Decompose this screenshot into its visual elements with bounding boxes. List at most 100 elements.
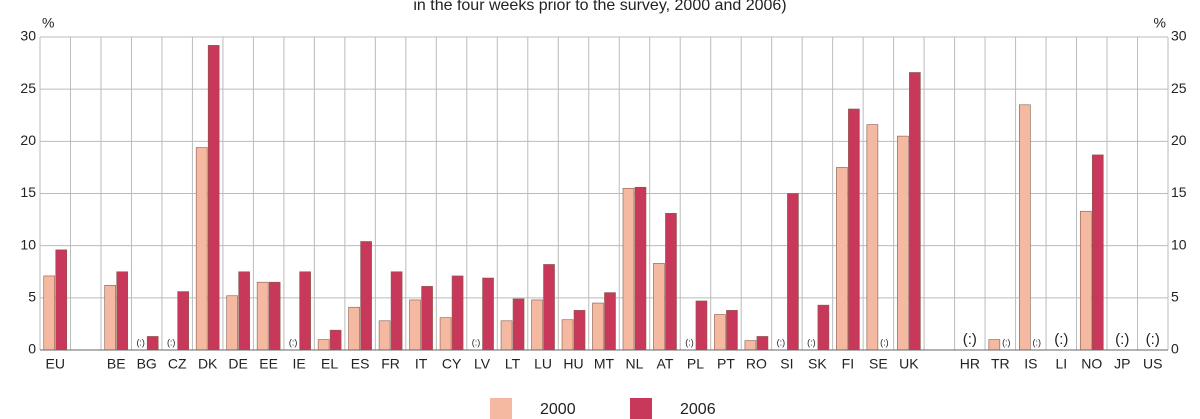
bar <box>421 286 433 351</box>
missing-label: (:) <box>472 337 481 347</box>
x-tick-label: CY <box>442 356 462 372</box>
missing-label: (:) <box>289 337 298 347</box>
bar <box>43 275 56 351</box>
bar <box>787 193 799 351</box>
bar <box>573 310 586 351</box>
y-tick-label: 20 <box>20 132 36 148</box>
bar <box>195 147 208 351</box>
bar <box>1019 104 1031 351</box>
bar <box>531 299 543 351</box>
x-tick-label: NL <box>626 356 644 372</box>
bar <box>665 213 677 351</box>
legend-label: 2006 <box>680 401 716 418</box>
bar <box>836 167 848 351</box>
missing-label: (:) <box>777 337 786 347</box>
x-tick-label: SI <box>780 356 793 372</box>
bar <box>390 271 403 351</box>
x-tick-label: JP <box>1114 356 1130 372</box>
x-tick-label: LV <box>474 356 491 372</box>
x-tick-label: BG <box>137 356 157 372</box>
bar <box>299 271 311 351</box>
y-tick-label: 10 <box>20 236 36 252</box>
x-tick-label: EL <box>321 356 338 372</box>
bar <box>1091 154 1104 351</box>
bar <box>451 275 464 351</box>
missing-label: (:) <box>685 337 694 347</box>
bar <box>55 249 68 351</box>
x-tick-label: SE <box>869 356 888 372</box>
x-tick-label: LI <box>1055 356 1067 372</box>
x-tick-label: ES <box>351 356 370 372</box>
y2-tick-label: 10 <box>1171 236 1187 252</box>
bar <box>238 271 250 351</box>
y2-tick-label: 25 <box>1171 80 1187 96</box>
bar <box>592 302 604 351</box>
x-tick-label: UK <box>899 356 919 372</box>
legend-label: 2000 <box>540 401 576 418</box>
bar <box>512 298 525 351</box>
bar <box>988 339 1001 351</box>
x-tick-label: NO <box>1081 356 1102 372</box>
bar <box>104 285 117 351</box>
missing-label-large: (:) <box>1054 331 1068 348</box>
chart-title: in the four weeks prior to the survey, 2… <box>413 0 786 14</box>
bar <box>256 281 269 351</box>
bar <box>409 299 421 351</box>
x-tick-label: IT <box>415 356 428 372</box>
x-tick-label: AT <box>657 356 674 372</box>
x-tick-label: US <box>1143 356 1162 372</box>
x-tick-label: LU <box>534 356 552 372</box>
bar <box>317 339 330 351</box>
x-tick-label: TR <box>991 356 1010 372</box>
missing-label: (:) <box>136 337 145 347</box>
x-tick-label: SK <box>808 356 827 372</box>
legend-swatch <box>630 398 652 419</box>
x-tick-label: MT <box>594 356 615 372</box>
bar <box>439 317 452 351</box>
bar <box>329 329 342 351</box>
x-tick-label: IS <box>1024 356 1037 372</box>
x-tick-label: EU <box>46 356 65 372</box>
x-tick-label: DE <box>228 356 247 372</box>
y-unit: % <box>42 15 54 31</box>
bar <box>817 304 830 351</box>
bar <box>561 319 574 351</box>
bar <box>909 72 921 351</box>
y2-tick-label: 30 <box>1171 28 1187 44</box>
x-tick-label: FR <box>381 356 400 372</box>
y-tick-label: 25 <box>20 80 36 96</box>
missing-label-large: (:) <box>1115 331 1129 348</box>
x-tick-label: IE <box>293 356 306 372</box>
bar <box>226 295 238 351</box>
missing-label: (:) <box>1002 337 1011 347</box>
legend-swatch <box>490 398 512 419</box>
bar <box>604 292 616 351</box>
bar <box>482 277 494 351</box>
bar <box>116 271 129 351</box>
x-tick-label: RO <box>746 356 767 372</box>
y-tick-label: 15 <box>20 184 36 200</box>
missing-label: (:) <box>880 337 889 347</box>
x-tick-label: HR <box>960 356 980 372</box>
bar <box>146 336 159 351</box>
bar <box>348 306 360 351</box>
bar <box>500 320 513 351</box>
x-tick-label: PL <box>687 356 704 372</box>
x-tick-label: LT <box>505 356 521 372</box>
y2-tick-label: 20 <box>1171 132 1187 148</box>
x-tick-label: FI <box>842 356 854 372</box>
bar <box>360 241 372 351</box>
x-tick-label: BE <box>107 356 126 372</box>
bar <box>268 281 281 351</box>
bar <box>726 310 738 351</box>
x-tick-label: PT <box>717 356 735 372</box>
missing-label: (:) <box>167 337 176 347</box>
bar <box>622 187 635 351</box>
y-tick-label: 5 <box>28 289 36 305</box>
bar <box>897 135 909 351</box>
bar <box>634 186 647 351</box>
bar <box>714 314 726 351</box>
y2-tick-label: 15 <box>1171 184 1187 200</box>
x-tick-label: DK <box>198 356 218 372</box>
